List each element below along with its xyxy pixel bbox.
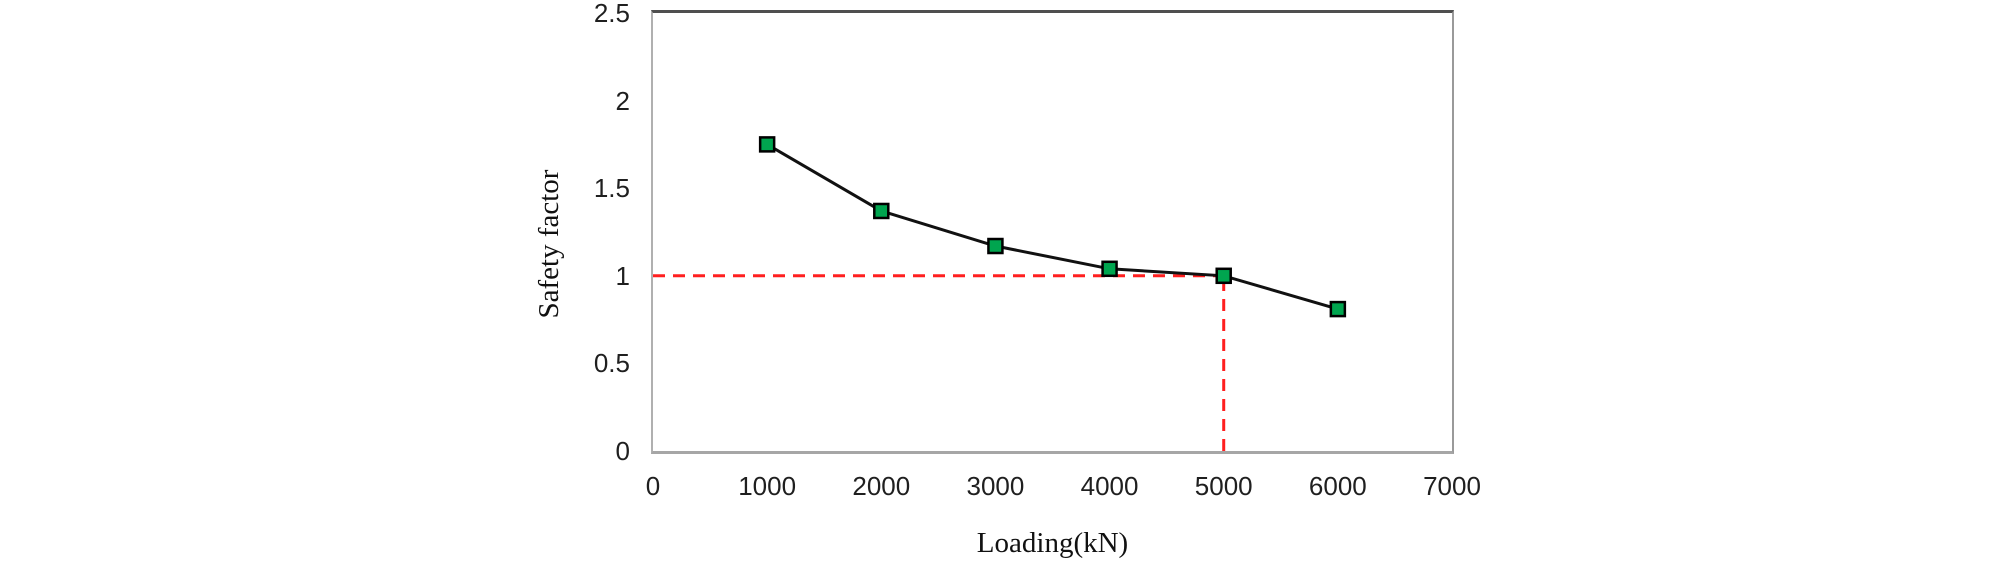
- data-point-marker: [1101, 260, 1118, 278]
- x-axis-title: Loading(kN): [976, 527, 1129, 559]
- x-tick-label: 4000: [1080, 471, 1139, 501]
- data-point-marker: [758, 136, 776, 153]
- y-tick-label: 1.5: [593, 173, 630, 204]
- data-point-marker: [987, 237, 1004, 255]
- y-tick-label: 2.5: [593, 0, 630, 28]
- x-tick-label: 2000: [852, 471, 911, 501]
- data-point-marker: [1215, 267, 1232, 285]
- data-point-marker: [1329, 300, 1347, 318]
- x-tick-label: 3000: [966, 471, 1025, 501]
- x-tick-label: 1000: [738, 471, 797, 501]
- x-tick-label: 6000: [1308, 471, 1367, 501]
- y-tick-label: 1: [615, 260, 630, 291]
- plot-area: [651, 10, 1454, 454]
- series-line: [766, 143, 1339, 311]
- x-tick-label: 5000: [1194, 471, 1253, 501]
- y-tick-label: 0: [615, 436, 630, 466]
- y-tick-label: 2: [615, 85, 630, 116]
- x-tick-label: 7000: [1423, 471, 1481, 501]
- data-point-marker: [873, 202, 890, 220]
- y-tick-label: 0.5: [593, 348, 630, 379]
- line-chart: [653, 136, 1347, 451]
- x-tick-label: 0: [645, 471, 661, 501]
